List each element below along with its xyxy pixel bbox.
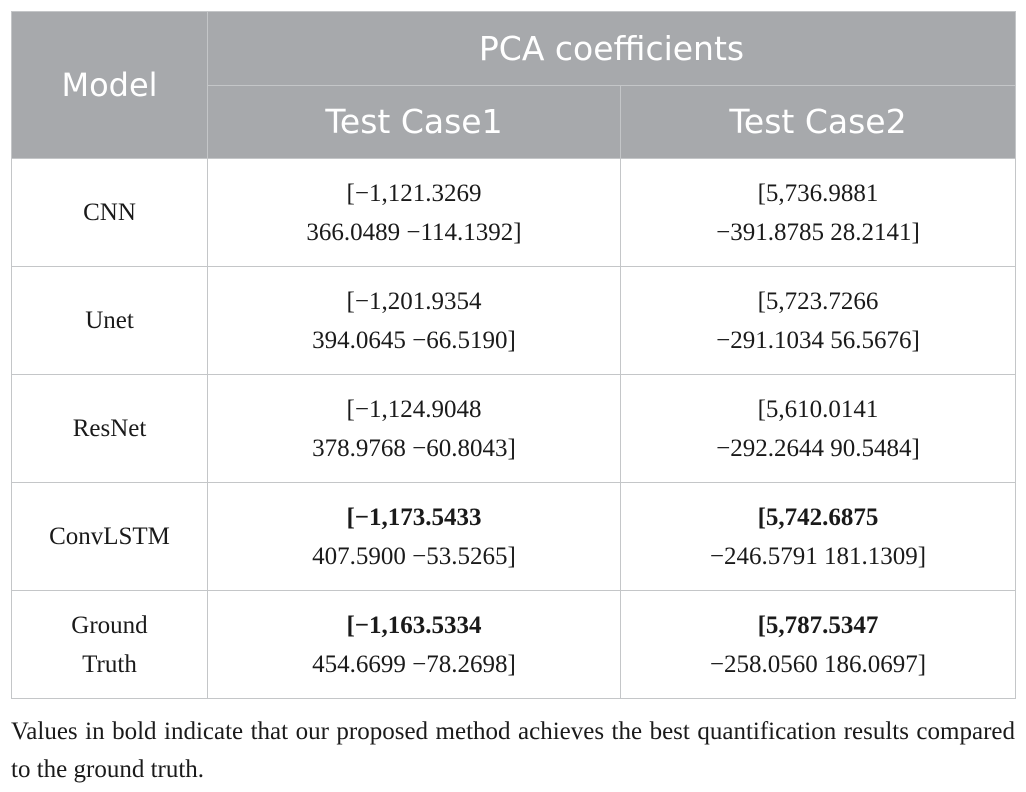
- coefficients-line-1: [5,736.9881: [757, 179, 879, 207]
- model-name-line: Ground: [71, 611, 148, 639]
- table-footnote: Values in bold indicate that our propose…: [11, 718, 1015, 783]
- best-coefficient-bold: [−1,173.5433: [346, 503, 482, 531]
- test-case2-cell: [5,787.5347 −258.0560 186.0697]: [620, 590, 1016, 699]
- table-row: ConvLSTM [−1,173.5433 407.5900 −53.5265]…: [11, 482, 1016, 591]
- best-coefficient-bold: [5,787.5347: [757, 611, 879, 639]
- test-case1-cell: [−1,121.3269 366.0489 −114.1392]: [207, 158, 621, 267]
- coefficients-line-1: [5,723.7266: [757, 287, 879, 315]
- table-row: CNN [−1,121.3269 366.0489 −114.1392] [5,…: [11, 158, 1016, 267]
- table-row: Ground Truth [−1,163.5334 454.6699 −78.2…: [11, 590, 1016, 699]
- model-name-line: CNN: [83, 199, 136, 226]
- pca-coefficients-table-container: Model PCA coefficients Test Case1 Test C…: [11, 11, 1016, 699]
- model-name-line: Truth: [82, 650, 137, 678]
- coefficients-line-2: 454.6699 −78.2698]: [312, 650, 516, 678]
- test-case2-cell: [5,736.9881 −391.8785 28.2141]: [620, 158, 1016, 267]
- model-name-cell: ResNet: [11, 374, 208, 483]
- model-name-line: Unet: [85, 307, 134, 334]
- test-case1-cell: [−1,201.9354 394.0645 −66.5190]: [207, 266, 621, 375]
- header-row-bottom: Test Case1 Test Case2: [12, 84, 1016, 159]
- model-name-line: ConvLSTM: [49, 523, 170, 550]
- coefficients-line-1: [−1,121.3269: [346, 179, 482, 207]
- test-case1-column-header: Test Case1: [207, 84, 621, 159]
- model-name-cell: CNN: [11, 158, 208, 267]
- best-coefficient-bold: [−1,163.5334: [346, 611, 482, 639]
- coefficients-line-2: −292.2644 90.5484]: [716, 434, 920, 462]
- test-case2-cell: [5,610.0141 −292.2644 90.5484]: [620, 374, 1016, 483]
- model-name-cell: ConvLSTM: [11, 482, 208, 591]
- test-case2-cell: [5,723.7266 −291.1034 56.5676]: [620, 266, 1016, 375]
- header-row-top: Model PCA coefficients: [11, 11, 1016, 159]
- table-row: Unet [−1,201.9354 394.0645 −66.5190] [5,…: [11, 266, 1016, 375]
- model-name-cell: Ground Truth: [11, 590, 208, 699]
- model-name-cell: Unet: [11, 266, 208, 375]
- coefficients-line-2: 394.0645 −66.5190]: [312, 326, 516, 354]
- coefficients-line-2: 378.9768 −60.8043]: [312, 434, 516, 462]
- pca-coefficients-table: Model PCA coefficients Test Case1 Test C…: [11, 11, 1016, 699]
- coefficients-line-1: [−1,124.9048: [346, 395, 482, 423]
- coefficients-line-2: 407.5900 −53.5265]: [312, 542, 516, 570]
- coefficients-line-2: 366.0489 −114.1392]: [306, 218, 522, 246]
- pca-coefficients-group-header: PCA coefficients: [207, 11, 1016, 86]
- model-column-header: Model: [11, 11, 208, 159]
- test-case1-cell: [−1,173.5433 407.5900 −53.5265]: [207, 482, 621, 591]
- coefficients-line-2: −246.5791 181.1309]: [709, 542, 927, 570]
- test-case2-cell: [5,742.6875 −246.5791 181.1309]: [620, 482, 1016, 591]
- model-name-line: ResNet: [72, 415, 147, 442]
- coefficients-line-1: [−1,201.9354: [346, 287, 482, 315]
- coefficients-line-2: −391.8785 28.2141]: [716, 218, 920, 246]
- table-row: ResNet [−1,124.9048 378.9768 −60.8043] […: [11, 374, 1016, 483]
- coefficients-line-2: −258.0560 186.0697]: [709, 650, 927, 678]
- test-case2-column-header: Test Case2: [620, 84, 1016, 159]
- test-case1-cell: [−1,124.9048 378.9768 −60.8043]: [207, 374, 621, 483]
- best-coefficient-bold: [5,742.6875: [757, 503, 879, 531]
- coefficients-line-1: [5,610.0141: [757, 395, 879, 423]
- coefficients-line-2: −291.1034 56.5676]: [716, 326, 920, 354]
- test-case1-cell: [−1,163.5334 454.6699 −78.2698]: [207, 590, 621, 699]
